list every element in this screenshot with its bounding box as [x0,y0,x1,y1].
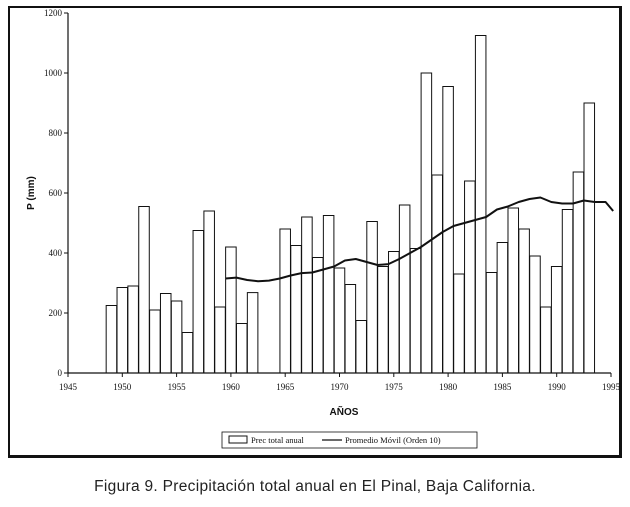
ticks-layer: 0 200 400 600 800 1000 1200 1945 1950 1955 1960 196… [44,8,621,392]
x-tick-label-1955: 1955 [168,382,187,392]
bar-1974 [377,266,389,374]
bar-1972 [355,320,367,374]
bar-1983 [474,35,487,374]
x-tick-label-1945: 1945 [59,382,78,392]
legend-line-label: Promedio Móvil (Orden 10) [345,435,441,445]
bar-1962 [246,292,259,374]
moving-average-line [225,196,614,283]
bar-1991 [561,209,574,374]
bar-1970 [333,267,346,374]
x-tick-label-1990: 1990 [548,382,567,392]
bar-1961 [235,323,248,374]
bar-1952 [138,206,150,374]
bar-1965 [279,228,291,374]
bar-1978 [420,72,433,374]
legend-bar-label: Prec total anual [251,435,305,445]
bar-1977 [409,248,422,374]
y-tick-label-1200: 1200 [44,8,63,18]
bar-1954 [159,293,172,374]
x-tick-label-1970: 1970 [331,382,350,392]
y-axis-title: P (mm) [26,176,37,210]
bar-1981 [453,273,465,374]
bar-1975 [388,251,400,374]
bars-layer [105,35,596,374]
bar-1956 [181,332,194,374]
y-tick-label-200: 200 [49,308,63,318]
precipitation-chart: 0 200 400 600 800 1000 1200 1945 1950 1955 1960 196… [26,8,621,449]
chart-frame [8,6,622,458]
bar-1986 [507,207,520,374]
bar-1988 [529,255,541,374]
bar-1993 [583,102,596,374]
legend-bar-swatch [228,435,248,444]
bar-1984 [485,272,498,374]
bar-1959 [214,306,226,374]
y-tick-label-0: 0 [58,368,63,378]
x-tick-label-1950: 1950 [113,382,132,392]
bar-1979 [431,174,444,374]
bar-1982 [464,180,476,374]
bar-1950 [116,287,129,374]
x-axis-title: AÑOS [330,405,359,418]
y-tick-label-1000: 1000 [44,68,63,78]
x-tick-label-1965: 1965 [276,382,295,392]
bar-1985 [496,242,509,374]
x-tick-label-1975: 1975 [385,382,404,392]
y-tick-label-400: 400 [49,248,63,258]
bar-1990 [550,266,563,374]
x-tick-label-1985: 1985 [493,382,512,392]
bar-1949 [105,305,118,374]
bar-1955 [170,300,183,374]
bar-1966 [290,245,302,374]
bar-1960 [225,246,237,374]
bar-1957 [192,230,205,374]
bar-1968 [312,257,324,374]
y-tick-label-600: 600 [49,188,63,198]
legend: Prec total anual Promedio Móvil (Orden 1… [221,431,478,449]
moving-average-layer [225,196,614,283]
legend-box [221,431,478,449]
bar-1969 [322,215,335,374]
bar-1989 [540,306,552,374]
bar-1971 [344,284,357,374]
bar-1987 [518,228,530,374]
x-tick-label-1980: 1980 [439,382,458,392]
x-tick-label-1960: 1960 [222,382,241,392]
bar-1967 [301,216,313,374]
figure-caption: Figura 9. Precipitación total anual en E… [94,478,536,495]
x-tick-label-1995: 1995 [602,382,621,392]
bar-1976 [398,204,411,374]
bar-1951 [127,285,139,374]
bar-1953 [149,309,161,374]
bar-1958 [203,210,215,374]
y-tick-label-800: 800 [49,128,63,138]
bar-1973 [366,221,378,374]
